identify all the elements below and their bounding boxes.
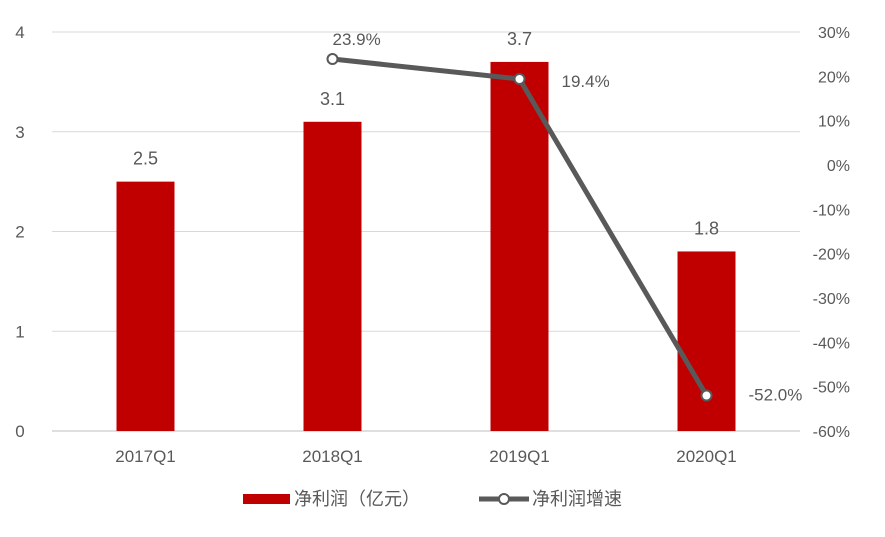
right-tick-label: 10%: [818, 114, 850, 131]
line-marker: [513, 72, 526, 85]
left-tick-label: 2: [15, 223, 24, 242]
legend-bar-label: 净利润（亿元）: [294, 489, 420, 509]
legend-bar-swatch: [243, 494, 290, 504]
right-tick-label: -10%: [813, 202, 850, 219]
line-data-label: 23.9%: [333, 30, 381, 49]
x-tick-label: 2020Q1: [676, 447, 737, 466]
left-tick-label: 3: [15, 123, 24, 142]
left-tick-label: 1: [15, 322, 24, 341]
legend-line-label: 净利润增速: [532, 489, 622, 509]
line-data-label: 19.4%: [562, 72, 610, 91]
right-tick-label: -40%: [813, 335, 850, 352]
bar-data-label: 3.1: [320, 89, 345, 109]
right-tick-label: -20%: [813, 247, 850, 264]
left-tick-label: 0: [15, 422, 24, 441]
bar: [677, 251, 736, 431]
bar-data-label: 2.5: [133, 149, 158, 169]
line-data-label: -52.0%: [749, 386, 803, 405]
bar: [490, 61, 549, 432]
bar: [303, 121, 362, 432]
right-tick-label: -50%: [813, 380, 850, 397]
x-tick-label: 2018Q1: [302, 447, 363, 466]
legend-line-marker: [498, 493, 510, 505]
right-tick-label: -60%: [813, 424, 850, 441]
bar-data-label: 1.8: [694, 218, 719, 238]
right-tick-label: 20%: [818, 69, 850, 86]
line-marker: [700, 389, 713, 402]
bar-data-label: 3.7: [507, 29, 532, 49]
x-tick-label: 2019Q1: [489, 447, 550, 466]
right-tick-label: -30%: [813, 291, 850, 308]
right-tick-label: 30%: [818, 25, 850, 42]
left-tick-label: 4: [15, 23, 24, 42]
bar: [116, 181, 175, 431]
x-tick-label: 2017Q1: [115, 447, 176, 466]
line-marker: [326, 53, 339, 66]
right-tick-label: 0%: [827, 158, 850, 175]
